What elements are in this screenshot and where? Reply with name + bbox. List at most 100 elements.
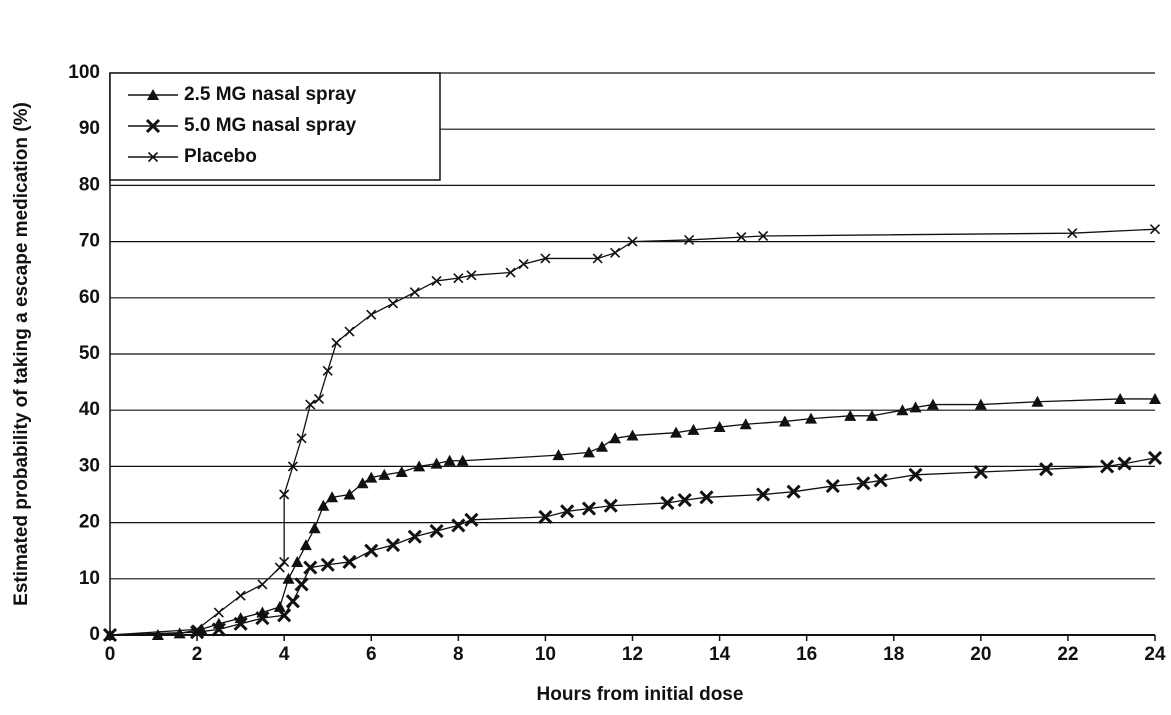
marker <box>443 454 456 466</box>
marker <box>713 421 726 433</box>
x-tick-label: 4 <box>279 644 290 665</box>
marker <box>1100 459 1115 474</box>
x-tick-label: 22 <box>1057 644 1078 665</box>
marker <box>378 468 391 480</box>
marker <box>856 476 871 491</box>
y-tick-label: 60 <box>79 287 100 308</box>
marker <box>279 489 290 500</box>
marker <box>413 460 426 472</box>
x-tick-label: 24 <box>1144 644 1166 665</box>
marker <box>610 247 621 258</box>
y-tick-label: 90 <box>79 118 100 139</box>
marker <box>1114 392 1127 404</box>
x-tick-label: 14 <box>709 644 731 665</box>
marker <box>430 457 443 469</box>
legend-label: 2.5 MG nasal spray <box>184 84 357 105</box>
marker <box>331 337 342 348</box>
marker <box>505 267 516 278</box>
marker <box>453 273 464 284</box>
y-tick-label: 10 <box>79 568 100 589</box>
marker <box>896 404 909 416</box>
marker <box>147 151 159 163</box>
marker <box>365 471 378 483</box>
marker <box>464 512 479 527</box>
marker <box>660 495 675 510</box>
marker <box>518 259 529 270</box>
legend-label: 5.0 MG nasal spray <box>184 115 357 136</box>
y-tick-label: 70 <box>79 231 100 252</box>
marker <box>581 501 597 516</box>
marker <box>317 499 330 511</box>
marker <box>909 401 922 413</box>
marker <box>626 429 639 441</box>
marker <box>451 518 466 533</box>
x-tick-label: 6 <box>366 644 377 665</box>
marker <box>1039 462 1054 477</box>
marker <box>366 309 377 320</box>
marker <box>342 554 357 570</box>
marker <box>273 600 286 612</box>
marker <box>699 490 714 505</box>
x-tick-label: 20 <box>970 644 991 665</box>
marker <box>873 473 888 488</box>
x-tick-label: 12 <box>622 644 643 665</box>
marker <box>596 440 609 452</box>
marker <box>538 509 553 525</box>
marker <box>291 555 304 567</box>
marker <box>825 479 840 494</box>
marker <box>190 625 205 640</box>
marker <box>407 529 422 544</box>
marker <box>279 556 290 568</box>
marker <box>287 461 298 472</box>
x-tick-label: 8 <box>453 644 464 665</box>
marker <box>313 393 325 405</box>
marker <box>255 611 270 626</box>
marker <box>456 454 469 466</box>
marker <box>756 487 771 502</box>
marker <box>409 287 420 298</box>
y-tick-label: 30 <box>79 455 100 476</box>
y-tick-label: 20 <box>79 512 100 533</box>
marker <box>305 399 316 410</box>
marker <box>1147 450 1163 466</box>
marker <box>786 484 801 499</box>
legend: 2.5 MG nasal spray 5.0 MG nasal spray Plac… <box>109 72 441 181</box>
marker <box>343 488 356 500</box>
marker <box>147 89 159 100</box>
marker <box>277 608 292 623</box>
marker <box>303 560 318 575</box>
marker <box>344 326 355 337</box>
y-tick-label: 100 <box>68 62 100 83</box>
marker <box>603 498 618 513</box>
marker <box>684 234 695 245</box>
y-tick-label: 0 <box>89 624 100 645</box>
x-tick-label: 18 <box>883 644 904 665</box>
marker <box>285 594 300 609</box>
marker <box>282 572 295 584</box>
marker <box>540 253 551 264</box>
y-tick-label: 80 <box>79 174 100 195</box>
marker <box>677 493 692 508</box>
marker <box>627 236 638 247</box>
series-line <box>109 457 1156 636</box>
marker <box>466 270 477 281</box>
marker <box>974 398 987 410</box>
marker <box>145 118 161 134</box>
x-tick-label: 2 <box>192 644 203 665</box>
legend-label: Placebo <box>184 146 257 167</box>
marker <box>104 629 116 641</box>
marker <box>294 577 309 592</box>
marker <box>387 298 399 309</box>
marker <box>1117 456 1132 471</box>
y-axis-label: Estimated probability of taking a escape… <box>11 102 32 606</box>
marker <box>1149 224 1161 235</box>
y-tick-label: 50 <box>79 343 100 364</box>
marker <box>758 230 769 242</box>
marker <box>320 557 335 572</box>
marker <box>235 590 246 601</box>
marker <box>687 423 700 435</box>
marker <box>670 426 683 438</box>
marker <box>429 523 444 539</box>
marker <box>296 433 307 444</box>
marker <box>865 409 878 421</box>
